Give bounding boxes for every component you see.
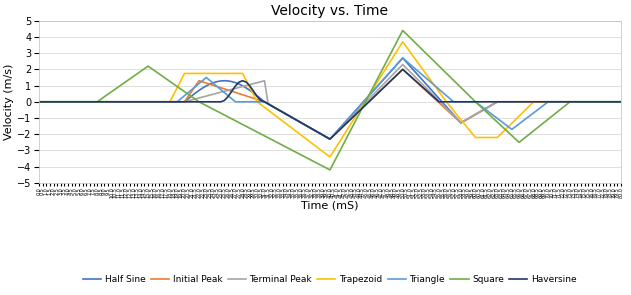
Initial Peak [596,100,603,104]
Triangle [228,97,235,101]
Trapezoid [555,100,563,104]
Legend: Half Sine, Initial Peak, Terminal Peak, Trapezoid, Triangle, Square, Haversine: Half Sine, Initial Peak, Terminal Peak, … [80,272,581,288]
Haversine [195,100,203,104]
Line: Trapezoid: Trapezoid [39,42,621,157]
Half Sine [596,100,603,104]
Triangle [596,100,603,104]
Half Sine [228,80,235,83]
Square [596,100,603,104]
Initial Peak [250,96,257,100]
Triangle [35,100,43,104]
Initial Peak [555,100,563,104]
Initial Peak [526,100,534,104]
Haversine [326,137,334,141]
Triangle [526,114,534,117]
Terminal Peak [195,96,203,100]
Terminal Peak [228,88,235,91]
Y-axis label: Velocity (m/s): Velocity (m/s) [4,64,14,140]
Triangle [555,100,563,104]
Initial Peak [35,100,43,104]
Trapezoid [250,93,257,96]
Triangle [399,56,406,60]
Line: Triangle: Triangle [39,58,621,139]
Terminal Peak [555,100,563,104]
Initial Peak [399,68,406,71]
Terminal Peak [617,100,625,104]
Half Sine [555,100,563,104]
Square [555,109,563,112]
Haversine [526,100,534,104]
Haversine [617,100,625,104]
Triangle [195,82,203,85]
Initial Peak [195,79,203,83]
Square [35,100,43,104]
Line: Half Sine: Half Sine [39,58,621,139]
Haversine [399,68,406,71]
Half Sine [35,100,43,104]
Initial Peak [228,89,235,93]
Haversine [250,89,257,93]
Trapezoid [35,100,43,104]
Trapezoid [326,155,334,159]
Line: Square: Square [39,30,621,170]
Haversine [228,89,235,93]
Square [399,29,406,32]
Half Sine [326,137,334,141]
Line: Haversine: Haversine [39,69,621,139]
Square [326,168,334,172]
Square [195,100,203,104]
Square [617,100,625,104]
Triangle [617,100,625,104]
Terminal Peak [596,100,603,104]
Half Sine [526,100,534,104]
Terminal Peak [35,100,43,104]
Initial Peak [326,137,334,141]
Title: Velocity vs. Time: Velocity vs. Time [271,4,389,18]
Square [526,132,534,135]
Haversine [555,100,563,104]
Trapezoid [228,72,235,75]
Terminal Peak [326,137,334,141]
Trapezoid [399,40,406,44]
Triangle [326,137,334,141]
Trapezoid [596,100,603,104]
Half Sine [399,56,406,60]
Trapezoid [526,104,534,107]
Half Sine [617,100,625,104]
Terminal Peak [399,63,406,66]
Terminal Peak [250,82,257,85]
Haversine [35,100,43,104]
Initial Peak [617,100,625,104]
Square [228,117,235,121]
Line: Terminal Peak: Terminal Peak [39,65,621,139]
Square [250,128,257,132]
X-axis label: Time (mS): Time (mS) [301,201,358,211]
Trapezoid [617,100,625,104]
Terminal Peak [526,100,534,104]
Line: Initial Peak: Initial Peak [39,69,621,139]
Triangle [250,100,257,104]
Half Sine [250,91,257,95]
Half Sine [195,88,203,92]
Haversine [596,100,603,104]
Trapezoid [195,72,203,75]
